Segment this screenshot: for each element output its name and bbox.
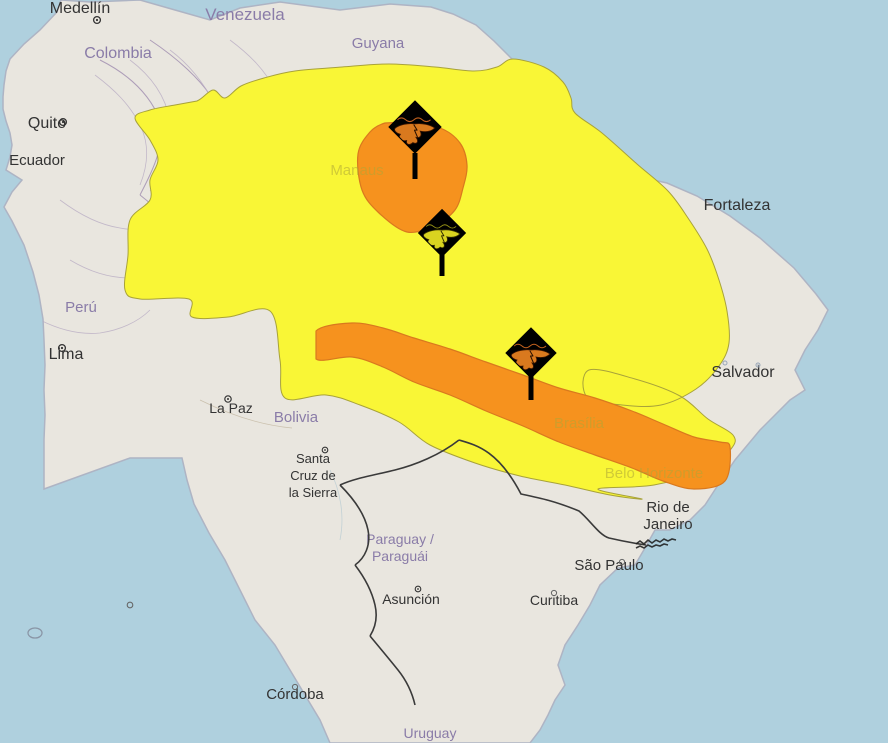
svg-text:Fortaleza: Fortaleza bbox=[704, 197, 771, 214]
svg-text:Medellín: Medellín bbox=[50, 0, 110, 17]
svg-text:Rio de: Rio de bbox=[646, 499, 689, 516]
svg-text:Salvador: Salvador bbox=[711, 364, 775, 381]
svg-text:la Sierra: la Sierra bbox=[289, 485, 338, 500]
svg-text:Belo Horizonte: Belo Horizonte bbox=[605, 465, 703, 482]
svg-text:Lima: Lima bbox=[49, 346, 84, 363]
svg-text:Curitiba: Curitiba bbox=[530, 592, 578, 608]
svg-text:La Paz: La Paz bbox=[209, 400, 253, 416]
svg-text:Venezuela: Venezuela bbox=[205, 5, 285, 24]
svg-text:Uruguay: Uruguay bbox=[404, 725, 457, 741]
svg-text:Paraguái: Paraguái bbox=[372, 548, 428, 564]
svg-text:Guyana: Guyana bbox=[352, 35, 405, 52]
svg-text:Bolivia: Bolivia bbox=[274, 409, 319, 426]
svg-text:Ecuador: Ecuador bbox=[9, 152, 65, 169]
svg-text:Colombia: Colombia bbox=[84, 45, 152, 62]
svg-text:Manaus: Manaus bbox=[330, 162, 383, 179]
svg-text:Asunción: Asunción bbox=[382, 591, 440, 607]
svg-text:Paraguay /: Paraguay / bbox=[366, 531, 434, 547]
svg-text:Córdoba: Córdoba bbox=[266, 686, 324, 703]
svg-text:Brasília: Brasília bbox=[554, 415, 605, 432]
svg-text:São Paulo: São Paulo bbox=[574, 557, 643, 574]
svg-text:Janeiro: Janeiro bbox=[643, 516, 692, 533]
svg-text:Perú: Perú bbox=[65, 299, 97, 316]
svg-text:Cruz de: Cruz de bbox=[290, 468, 336, 483]
